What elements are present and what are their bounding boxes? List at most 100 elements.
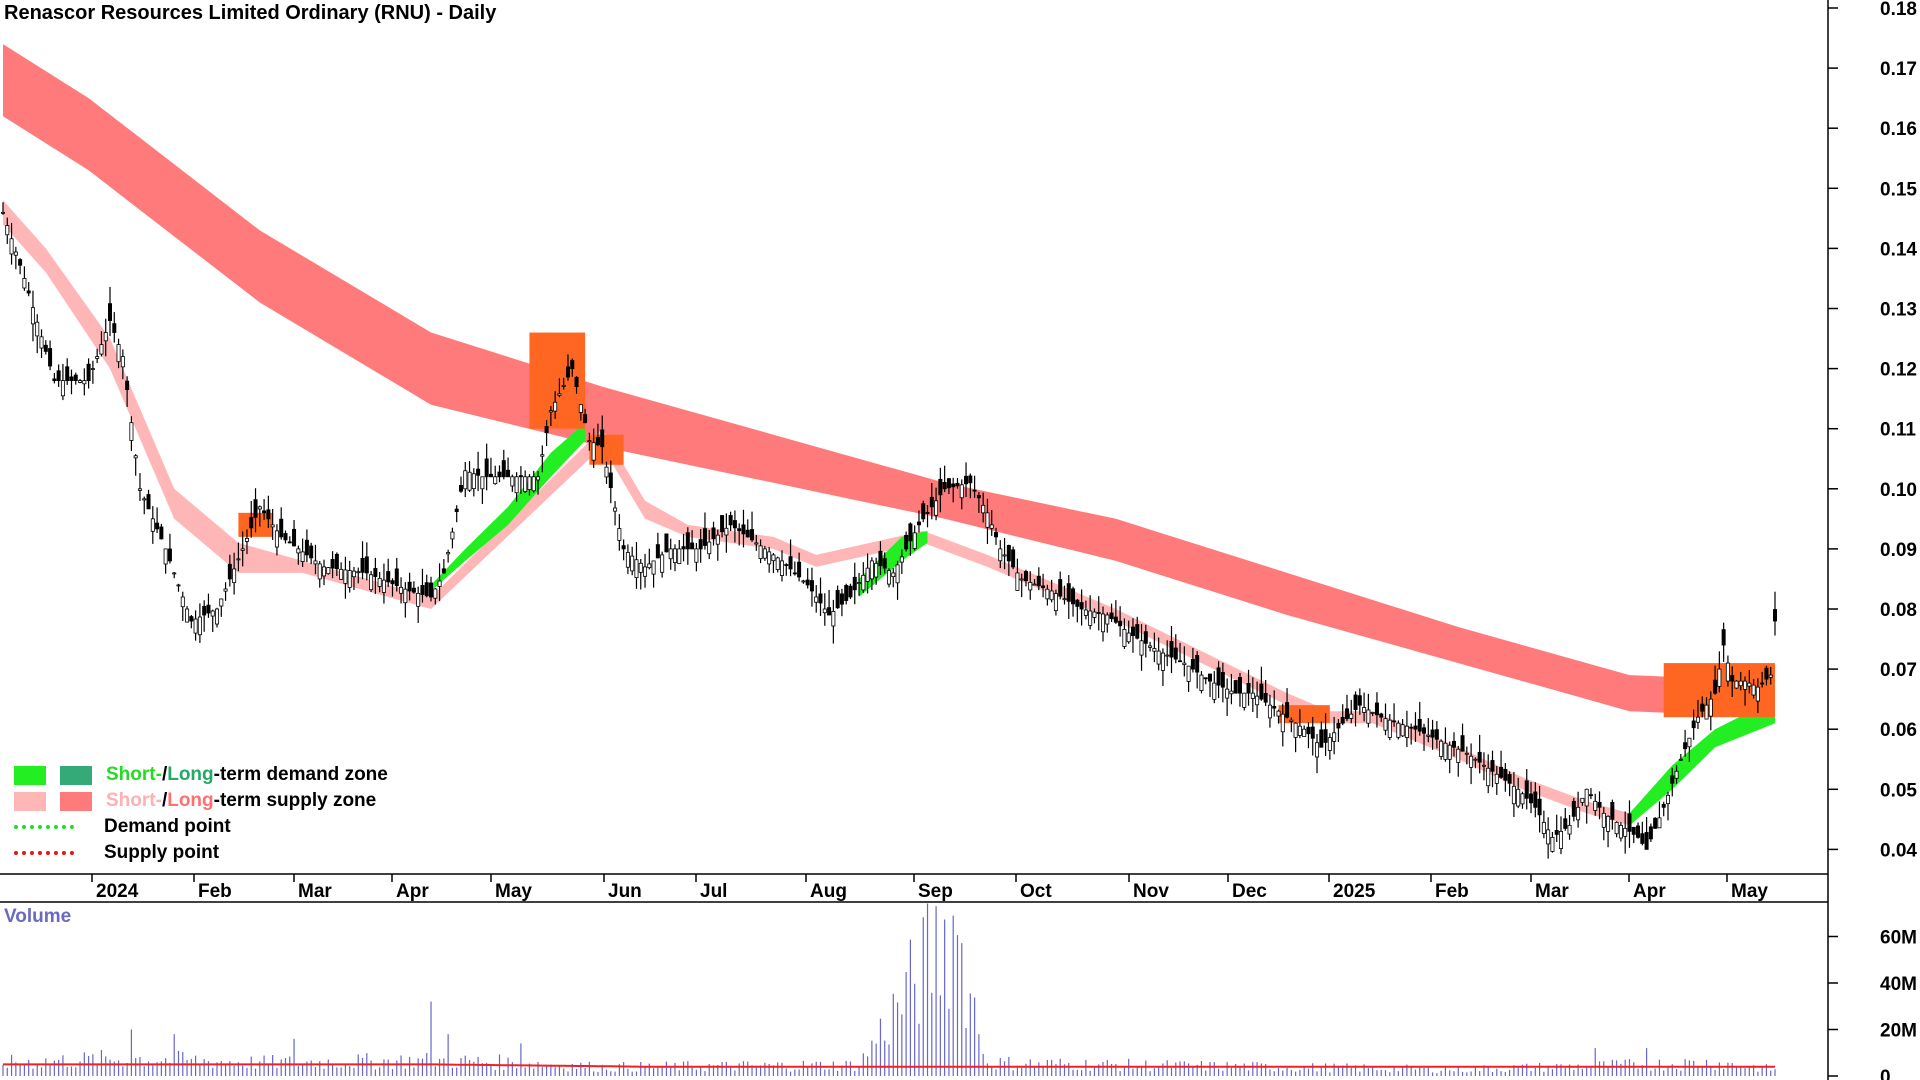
- candle-body: [1353, 694, 1358, 711]
- candle-body: [848, 585, 853, 598]
- candle-body: [720, 515, 725, 533]
- candle-body: [1062, 598, 1067, 601]
- candle-body: [844, 585, 849, 601]
- candle-body: [557, 393, 562, 396]
- candle-body: [865, 567, 870, 582]
- price-tick-label: 0.04: [1880, 840, 1917, 861]
- candle-body: [1293, 722, 1298, 738]
- candle-body: [1768, 674, 1773, 678]
- candle-body: [685, 532, 690, 550]
- candle-body: [1096, 612, 1101, 614]
- candle-body: [1370, 711, 1375, 714]
- candle-body: [531, 476, 536, 492]
- candle-body: [1516, 788, 1521, 807]
- price-tick-label: 0.05: [1880, 780, 1917, 801]
- candle-body: [1306, 726, 1311, 735]
- candle-body: [1631, 826, 1636, 835]
- candle-body: [818, 593, 823, 604]
- candle-body: [347, 570, 352, 588]
- candle-body: [129, 422, 134, 441]
- candle-body: [1409, 726, 1414, 729]
- candle-body: [467, 471, 472, 491]
- candle-body: [1002, 554, 1007, 557]
- candle-body: [150, 518, 155, 532]
- candle-body: [775, 557, 780, 570]
- x-tick-label: Jul: [700, 881, 727, 902]
- candle-body: [1396, 722, 1401, 738]
- candle-body: [951, 483, 956, 488]
- candle-body: [1451, 740, 1456, 748]
- candle-body: [1721, 629, 1726, 646]
- candle-body: [454, 508, 459, 513]
- candle-body: [1237, 676, 1242, 694]
- candle-body: [1558, 830, 1563, 849]
- candle-body: [1636, 825, 1641, 838]
- candle-body: [591, 442, 596, 461]
- candle-body: [429, 582, 434, 598]
- price-tick-label: 0.18: [1880, 0, 1917, 20]
- candle-body: [1267, 704, 1272, 719]
- candle-body: [458, 485, 463, 492]
- candle-body: [972, 489, 977, 492]
- candle-body: [1430, 729, 1435, 738]
- candle-body: [694, 548, 699, 563]
- candle-body: [634, 559, 639, 579]
- candle-body: [1028, 581, 1033, 591]
- candle-body: [750, 529, 755, 541]
- candle-body: [1610, 802, 1615, 820]
- candle-body: [938, 478, 943, 496]
- candle-body: [52, 378, 57, 382]
- candle-body: [185, 608, 190, 623]
- legend-supply-point-text: Supply point: [104, 842, 220, 863]
- candle-body: [1186, 665, 1191, 682]
- candle-body: [1417, 718, 1422, 732]
- candle-body: [309, 545, 314, 559]
- x-tick-label: Mar: [298, 881, 332, 902]
- candle-body: [1229, 690, 1234, 695]
- candle-body: [1340, 716, 1345, 724]
- candle-body: [1447, 744, 1452, 760]
- candle-body: [1152, 648, 1157, 652]
- x-tick-label: Feb: [1435, 881, 1469, 902]
- candle-body: [895, 564, 900, 584]
- candle-body: [1259, 683, 1264, 700]
- candle-body: [1049, 590, 1054, 601]
- candle-body: [544, 426, 549, 434]
- price-tick-label: 0.07: [1880, 660, 1917, 681]
- candle-body: [981, 504, 986, 514]
- candle-body: [728, 515, 733, 526]
- candle-body: [643, 566, 648, 577]
- candle-body: [857, 582, 862, 584]
- candle-body: [360, 557, 365, 573]
- candle-body: [1499, 766, 1504, 778]
- candle-body: [1755, 686, 1760, 702]
- candle-body: [822, 608, 827, 614]
- candle-body: [283, 533, 288, 541]
- volume-moving-average: [3, 1063, 1775, 1068]
- candle-body: [1751, 684, 1756, 696]
- candle-body: [514, 476, 519, 494]
- candle-body: [1490, 760, 1495, 772]
- candle-body: [215, 608, 220, 625]
- candle-body: [1349, 713, 1354, 719]
- candle-body: [630, 555, 635, 572]
- candle-body: [219, 598, 224, 607]
- candle-body: [1233, 680, 1238, 694]
- candle-body: [1165, 654, 1170, 657]
- candle-body: [304, 539, 309, 556]
- candle-body: [137, 488, 142, 491]
- candle-body: [767, 551, 772, 565]
- candle-body: [1486, 767, 1491, 787]
- candle-body: [779, 560, 784, 576]
- candle-body: [925, 512, 930, 514]
- candle-body: [197, 616, 202, 636]
- candle-body: [313, 560, 318, 565]
- candle-body: [660, 554, 665, 573]
- candle-body: [668, 548, 673, 560]
- legend-slash: /: [161, 764, 168, 785]
- candle-body: [262, 510, 267, 514]
- candle-body: [112, 323, 117, 333]
- candle-body: [142, 498, 147, 501]
- candle-body: [420, 585, 425, 595]
- candle-body: [587, 440, 592, 443]
